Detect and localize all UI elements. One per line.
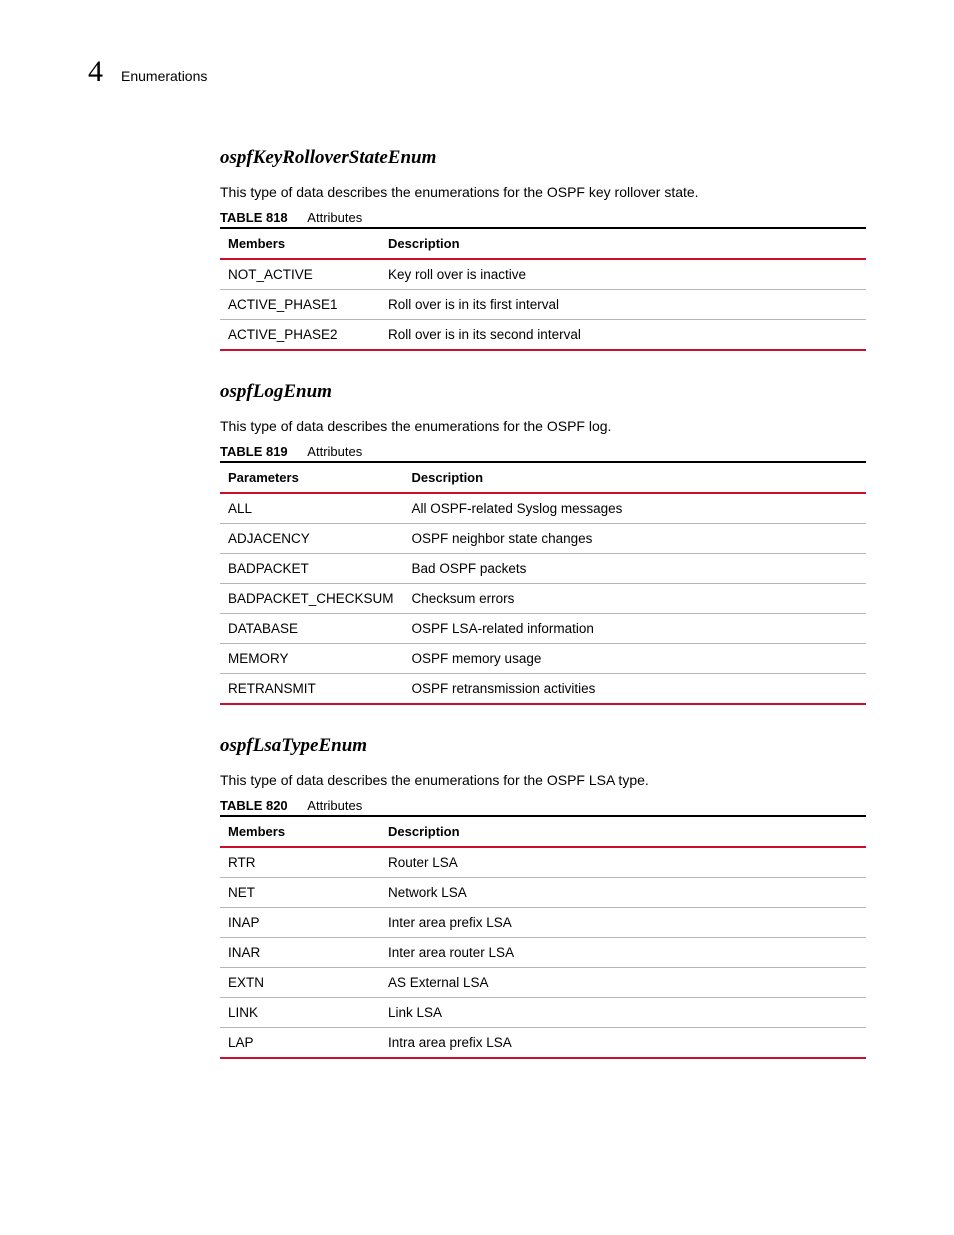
table-label: TABLE 819 (220, 444, 288, 459)
section-heading: ospfLsaTypeEnum (220, 735, 866, 757)
table-header-cell: Parameters (220, 462, 404, 493)
table-cell: LINK (220, 997, 380, 1027)
table-cell: Bad OSPF packets (404, 553, 866, 583)
table-cell: EXTN (220, 967, 380, 997)
table-cell: Roll over is in its second interval (380, 319, 866, 350)
table-row: LAP Intra area prefix LSA (220, 1027, 866, 1058)
chapter-number: 4 (88, 55, 103, 89)
table-header-row: Parameters Description (220, 462, 866, 493)
table-row: NET Network LSA (220, 877, 866, 907)
table-row: EXTN AS External LSA (220, 967, 866, 997)
table-cell: OSPF LSA-related information (404, 613, 866, 643)
table-cell: BADPACKET (220, 553, 404, 583)
table-cell: NET (220, 877, 380, 907)
table-row: LINK Link LSA (220, 997, 866, 1027)
section-ospfKeyRolloverStateEnum: ospfKeyRolloverStateEnum This type of da… (220, 147, 866, 351)
table-cell: Checksum errors (404, 583, 866, 613)
table-header-cell: Members (220, 816, 380, 847)
table-row: RETRANSMIT OSPF retransmission activitie… (220, 673, 866, 704)
table-row: INAP Inter area prefix LSA (220, 907, 866, 937)
table-cell: RETRANSMIT (220, 673, 404, 704)
table-cell: OSPF retransmission activities (404, 673, 866, 704)
table-header-row: Members Description (220, 816, 866, 847)
table-cell: Inter area prefix LSA (380, 907, 866, 937)
table-row: RTR Router LSA (220, 847, 866, 878)
table-cell: INAP (220, 907, 380, 937)
table-cell: ALL (220, 493, 404, 524)
table-header-cell: Description (404, 462, 866, 493)
table-cell: BADPACKET_CHECKSUM (220, 583, 404, 613)
table-cell: Inter area router LSA (380, 937, 866, 967)
table-row: ALL All OSPF-related Syslog messages (220, 493, 866, 524)
attributes-table: Members Description RTR Router LSA NET N… (220, 815, 866, 1059)
table-cell: OSPF memory usage (404, 643, 866, 673)
table-row: ACTIVE_PHASE2 Roll over is in its second… (220, 319, 866, 350)
table-row: MEMORY OSPF memory usage (220, 643, 866, 673)
table-row: BADPACKET Bad OSPF packets (220, 553, 866, 583)
table-header-cell: Description (380, 816, 866, 847)
table-cell: MEMORY (220, 643, 404, 673)
section-intro: This type of data describes the enumerat… (220, 183, 866, 202)
section-heading: ospfKeyRolloverStateEnum (220, 147, 866, 169)
table-cell: DATABASE (220, 613, 404, 643)
table-cell: ADJACENCY (220, 523, 404, 553)
table-cell: Roll over is in its first interval (380, 289, 866, 319)
table-cell: INAR (220, 937, 380, 967)
table-row: ADJACENCY OSPF neighbor state changes (220, 523, 866, 553)
attributes-table: Members Description NOT_ACTIVE Key roll … (220, 227, 866, 351)
chapter-title: Enumerations (121, 68, 207, 84)
table-header-row: Members Description (220, 228, 866, 259)
table-cell: AS External LSA (380, 967, 866, 997)
section-ospfLsaTypeEnum: ospfLsaTypeEnum This type of data descri… (220, 735, 866, 1059)
table-row: BADPACKET_CHECKSUM Checksum errors (220, 583, 866, 613)
table-row: ACTIVE_PHASE1 Roll over is in its first … (220, 289, 866, 319)
table-cell: All OSPF-related Syslog messages (404, 493, 866, 524)
table-cell: Network LSA (380, 877, 866, 907)
attributes-table: Parameters Description ALL All OSPF-rela… (220, 461, 866, 705)
table-row: NOT_ACTIVE Key roll over is inactive (220, 259, 866, 290)
table-cell: NOT_ACTIVE (220, 259, 380, 290)
section-heading: ospfLogEnum (220, 381, 866, 403)
table-row: INAR Inter area router LSA (220, 937, 866, 967)
table-cell: LAP (220, 1027, 380, 1058)
table-header-cell: Description (380, 228, 866, 259)
table-caption: TABLE 819 Attributes (220, 444, 866, 459)
table-cell: Link LSA (380, 997, 866, 1027)
table-header-cell: Members (220, 228, 380, 259)
table-cell: Intra area prefix LSA (380, 1027, 866, 1058)
table-caption: TABLE 818 Attributes (220, 210, 866, 225)
table-title: Attributes (307, 210, 362, 225)
table-cell: ACTIVE_PHASE2 (220, 319, 380, 350)
table-cell: ACTIVE_PHASE1 (220, 289, 380, 319)
table-cell: Key roll over is inactive (380, 259, 866, 290)
table-cell: OSPF neighbor state changes (404, 523, 866, 553)
section-intro: This type of data describes the enumerat… (220, 417, 866, 436)
running-header: 4 Enumerations (88, 55, 866, 89)
table-cell: RTR (220, 847, 380, 878)
table-label: TABLE 820 (220, 798, 288, 813)
table-label: TABLE 818 (220, 210, 288, 225)
table-caption: TABLE 820 Attributes (220, 798, 866, 813)
section-ospfLogEnum: ospfLogEnum This type of data describes … (220, 381, 866, 705)
section-intro: This type of data describes the enumerat… (220, 771, 866, 790)
table-row: DATABASE OSPF LSA-related information (220, 613, 866, 643)
table-title: Attributes (307, 798, 362, 813)
table-cell: Router LSA (380, 847, 866, 878)
table-title: Attributes (307, 444, 362, 459)
